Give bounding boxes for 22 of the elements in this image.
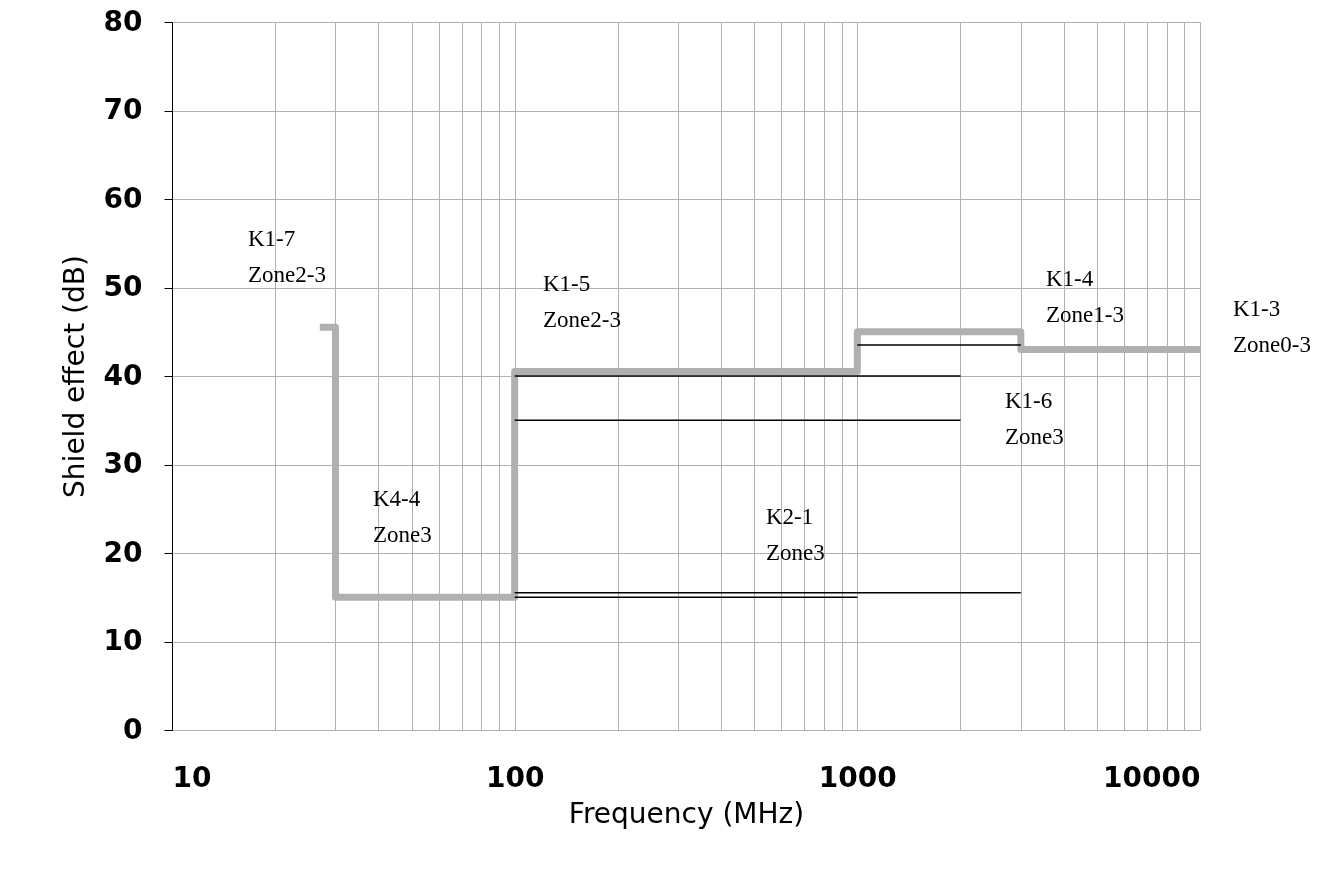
- y-tick-label: 30: [103, 447, 143, 480]
- annotation: K1-5 Zone2-3: [543, 271, 621, 332]
- y-tick-label: 20: [103, 535, 143, 569]
- y-tick-label: 10: [103, 624, 143, 657]
- annotation: K1-4 Zone1-3: [1046, 266, 1124, 327]
- x-axis-title: Frequency (MHz): [568, 796, 805, 830]
- annotation: K4-4 Zone3: [373, 486, 432, 547]
- y-tick-label: 60: [103, 181, 143, 215]
- y-tick-label: 40: [103, 358, 143, 392]
- annotation: K1-7 Zone2-3: [248, 226, 326, 287]
- x-tick-label: 1000: [818, 760, 897, 794]
- y-tick-label: 80: [103, 4, 143, 38]
- x-tick-label: 10: [172, 760, 212, 794]
- y-tick-label: 50: [103, 270, 143, 303]
- text: K1-3 Zone0-3: [1233, 296, 1311, 357]
- y-axis-title: Shield effect (dB): [57, 255, 91, 498]
- y-tick-label: 0: [123, 712, 143, 746]
- annotation: K1-6 Zone3: [1005, 388, 1064, 449]
- x-tick-label: 10000: [1103, 760, 1201, 794]
- y-tick-label: 70: [103, 93, 143, 126]
- annotation: K2-1 Zone3: [766, 504, 825, 565]
- x-tick-label: 100: [485, 760, 545, 794]
